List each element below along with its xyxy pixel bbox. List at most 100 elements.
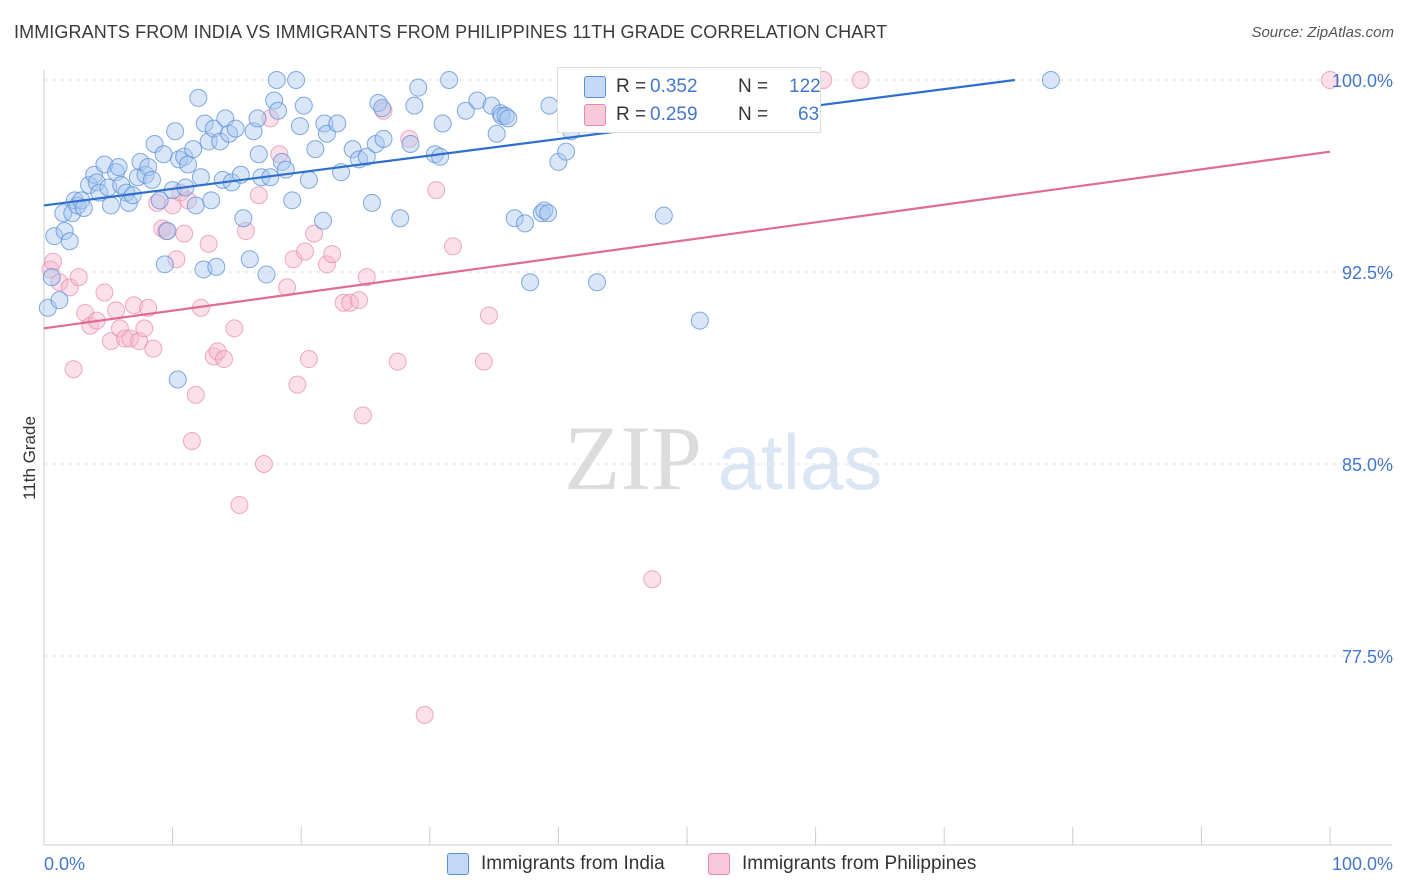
r-label: R = xyxy=(616,104,647,125)
philippines-point xyxy=(353,406,372,425)
philippines-point xyxy=(186,385,205,404)
y-tick-label: 92.5% xyxy=(1342,263,1393,283)
india-points xyxy=(38,71,1060,389)
india-point xyxy=(409,78,428,97)
india-point xyxy=(690,311,709,330)
india-point xyxy=(184,140,203,159)
trend-lines xyxy=(43,78,1331,330)
india-point xyxy=(54,204,73,223)
india-point xyxy=(202,191,221,210)
watermark-atlas: atlas xyxy=(718,418,883,506)
india-point xyxy=(60,232,79,251)
india-point xyxy=(374,129,393,148)
philippines-point xyxy=(182,431,201,450)
india-legend-label: Immigrants from India xyxy=(481,853,665,874)
india-point xyxy=(1041,71,1060,89)
india-point xyxy=(405,96,424,115)
india-legend-swatch xyxy=(447,853,469,875)
philippines-point xyxy=(305,224,324,243)
india-point xyxy=(211,132,230,151)
india-point xyxy=(343,140,362,159)
philippines-point xyxy=(225,319,244,338)
india-point xyxy=(440,71,459,89)
x-tick-label: 100.0% xyxy=(1332,854,1393,874)
india-point xyxy=(496,106,515,125)
philippines-point xyxy=(317,255,336,274)
philippines-point xyxy=(199,234,218,253)
philippines-point xyxy=(261,109,280,128)
india-point xyxy=(294,96,313,115)
india-point xyxy=(50,291,69,310)
philippines-point xyxy=(69,268,88,287)
india-point xyxy=(55,222,74,241)
philippines-point xyxy=(427,181,446,200)
philippines-point xyxy=(139,298,158,317)
philippines-point xyxy=(116,329,135,348)
india-point xyxy=(287,71,306,89)
philippines-point xyxy=(296,242,315,261)
legend-item-philippines[interactable]: Immigrants from Philippines xyxy=(708,853,976,875)
india-point xyxy=(487,124,506,143)
philippines-point xyxy=(208,342,227,361)
india-point xyxy=(170,150,189,169)
philippines-point xyxy=(299,350,318,369)
philippines-point xyxy=(643,570,662,589)
philippines-n-value: 63 xyxy=(798,104,820,125)
philippines-point xyxy=(60,278,79,297)
india-point xyxy=(505,209,524,228)
india-point xyxy=(654,206,673,225)
india-point xyxy=(240,250,259,269)
n-label: N = xyxy=(738,104,769,125)
india-point xyxy=(267,71,286,89)
philippines-point xyxy=(323,245,342,264)
r-label: R = xyxy=(616,76,647,97)
india-point xyxy=(456,101,475,120)
india-point xyxy=(468,91,487,110)
philippines-point xyxy=(474,352,493,371)
philippines-point xyxy=(357,268,376,287)
philippines-point xyxy=(415,705,434,724)
india-swatch xyxy=(584,76,606,98)
india-point xyxy=(328,114,347,133)
india-point xyxy=(357,147,376,166)
india-point xyxy=(290,117,309,136)
philippines-point xyxy=(44,252,63,271)
india-point xyxy=(195,114,214,133)
philippines-point xyxy=(148,193,167,212)
philippines-point xyxy=(107,301,126,320)
india-point xyxy=(109,158,128,177)
india-point xyxy=(155,255,174,274)
india-point xyxy=(299,170,318,189)
india-point xyxy=(150,191,169,210)
india-point xyxy=(433,114,452,133)
india-point xyxy=(532,204,551,223)
india-n-value: 122 xyxy=(789,76,821,97)
india-point xyxy=(401,135,420,153)
india-point xyxy=(179,155,198,174)
legend-item-india[interactable]: Immigrants from India xyxy=(447,853,665,875)
philippines-point xyxy=(334,293,353,312)
philippines-legend-swatch xyxy=(708,853,730,875)
philippines-point xyxy=(443,237,462,256)
india-point xyxy=(315,114,334,133)
india-point xyxy=(521,273,540,292)
india-point xyxy=(431,147,450,166)
philippines-legend-label: Immigrants from Philippines xyxy=(742,853,977,874)
india-trend-line xyxy=(43,78,1016,207)
india-point xyxy=(166,122,185,141)
india-point xyxy=(269,101,288,120)
n-label: N = xyxy=(738,76,769,97)
philippines-point xyxy=(64,360,83,379)
india-point xyxy=(158,222,177,241)
philippines-point xyxy=(101,332,120,351)
india-point xyxy=(168,370,187,389)
philippines-point xyxy=(249,186,268,205)
india-point xyxy=(186,196,205,215)
philippines-point xyxy=(175,224,194,243)
philippines-point xyxy=(215,350,234,369)
india-point xyxy=(515,214,534,233)
philippines-point xyxy=(135,319,154,338)
india-point xyxy=(265,91,284,110)
series-legend: Immigrants from India Immigrants from Ph… xyxy=(0,853,1406,877)
